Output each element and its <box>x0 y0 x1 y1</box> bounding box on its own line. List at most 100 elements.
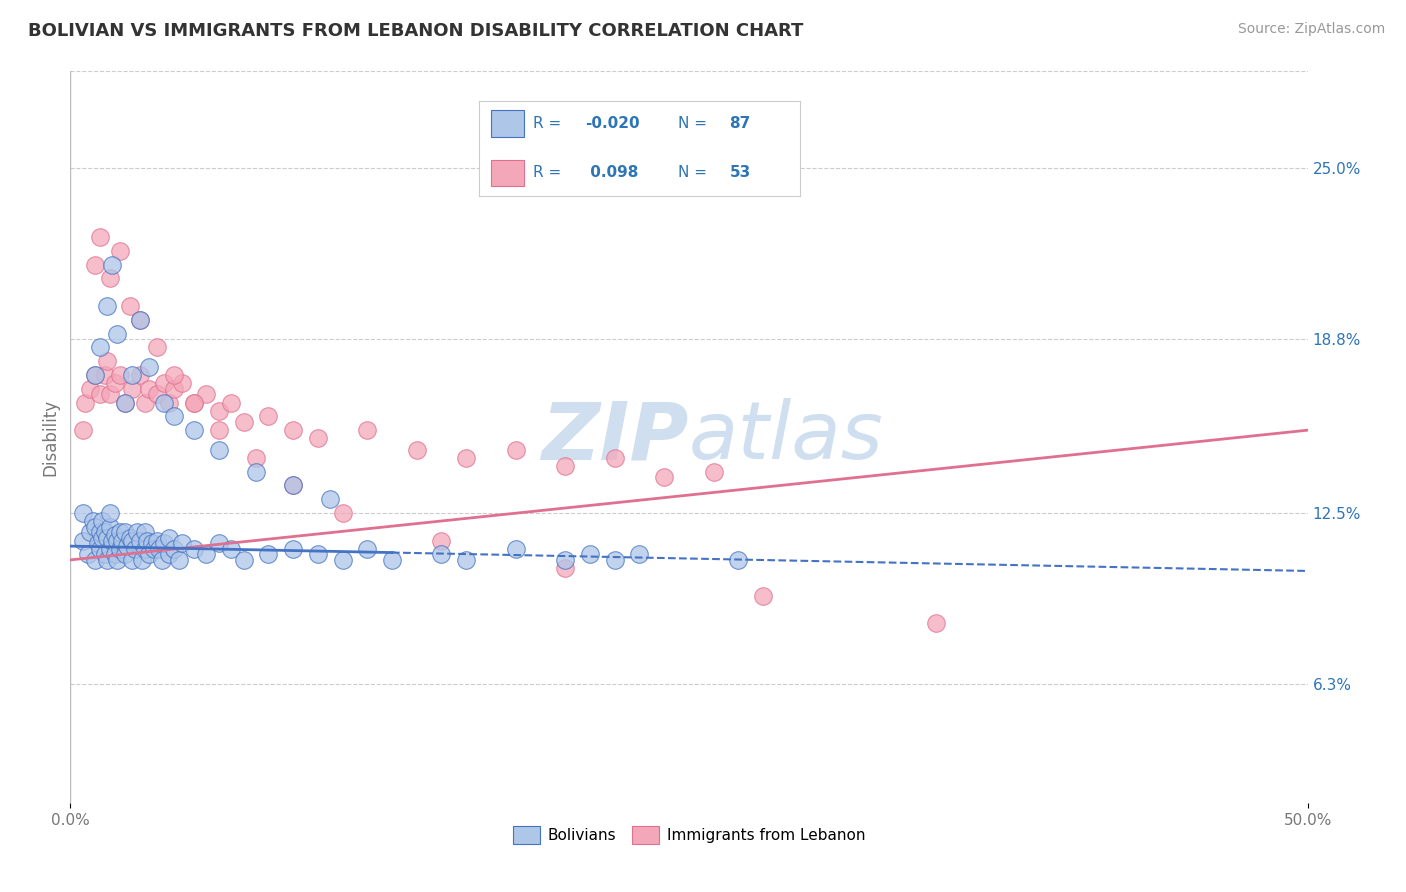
Point <box>96 299 118 313</box>
Point <box>505 442 527 457</box>
Point <box>98 271 121 285</box>
Point <box>153 536 176 550</box>
Point <box>170 536 193 550</box>
Point <box>104 548 127 562</box>
Point <box>183 395 205 409</box>
Point <box>281 478 304 492</box>
Point <box>84 258 107 272</box>
Point <box>108 244 131 258</box>
Point <box>94 525 117 540</box>
Point <box>98 541 121 556</box>
Point <box>163 409 186 424</box>
Point <box>456 553 478 567</box>
Point <box>219 541 242 556</box>
Point <box>381 553 404 567</box>
Point <box>121 553 143 567</box>
Point <box>208 536 231 550</box>
Point <box>603 553 626 567</box>
Point <box>91 531 114 545</box>
Point <box>150 553 173 567</box>
Point <box>554 553 576 567</box>
Point <box>114 395 136 409</box>
Point <box>86 536 108 550</box>
Point <box>405 442 427 457</box>
Point <box>703 465 725 479</box>
Point <box>134 541 156 556</box>
Point <box>281 423 304 437</box>
Point <box>89 541 111 556</box>
Point <box>127 525 149 540</box>
Point <box>108 525 131 540</box>
Point <box>148 541 170 556</box>
Point <box>208 442 231 457</box>
Point <box>208 404 231 418</box>
Point <box>76 548 98 562</box>
Point <box>232 553 254 567</box>
Point <box>141 536 163 550</box>
Point <box>163 368 186 382</box>
Point <box>257 548 280 562</box>
Point <box>75 395 97 409</box>
Point <box>79 525 101 540</box>
Point <box>579 548 602 562</box>
Point <box>111 533 134 548</box>
Text: atlas: atlas <box>689 398 884 476</box>
Point <box>84 368 107 382</box>
Point <box>752 589 775 603</box>
Point <box>153 395 176 409</box>
Point <box>208 423 231 437</box>
Point <box>219 395 242 409</box>
Point <box>628 548 651 562</box>
Point <box>163 382 186 396</box>
Point <box>319 492 342 507</box>
Point <box>138 382 160 396</box>
Point <box>170 376 193 391</box>
Point <box>84 553 107 567</box>
Point <box>138 359 160 374</box>
Point <box>101 258 124 272</box>
Point <box>157 395 180 409</box>
Point <box>307 548 329 562</box>
Point <box>356 423 378 437</box>
Point <box>114 525 136 540</box>
Point <box>105 553 128 567</box>
Point <box>94 368 117 382</box>
Point <box>89 340 111 354</box>
Point <box>430 533 453 548</box>
Point <box>146 533 169 548</box>
Point <box>925 616 948 631</box>
Legend: Bolivians, Immigrants from Lebanon: Bolivians, Immigrants from Lebanon <box>506 820 872 850</box>
Point <box>96 354 118 368</box>
Point <box>118 299 141 313</box>
Point <box>98 387 121 401</box>
Text: ZIP: ZIP <box>541 398 689 476</box>
Point <box>430 548 453 562</box>
Text: BOLIVIAN VS IMMIGRANTS FROM LEBANON DISABILITY CORRELATION CHART: BOLIVIAN VS IMMIGRANTS FROM LEBANON DISA… <box>28 22 803 40</box>
Point <box>89 230 111 244</box>
Y-axis label: Disability: Disability <box>41 399 59 475</box>
Point <box>356 541 378 556</box>
Point <box>94 548 117 562</box>
Point <box>79 382 101 396</box>
Point <box>456 450 478 465</box>
Point <box>84 368 107 382</box>
Point <box>115 539 138 553</box>
Point <box>146 340 169 354</box>
Point <box>136 533 159 548</box>
Point <box>183 395 205 409</box>
Point <box>143 541 166 556</box>
Point <box>167 553 190 567</box>
Point <box>84 520 107 534</box>
Point <box>89 387 111 401</box>
Point <box>554 458 576 473</box>
Point <box>105 326 128 341</box>
Point <box>82 514 104 528</box>
Point <box>157 548 180 562</box>
Point <box>104 528 127 542</box>
Point <box>281 541 304 556</box>
Point <box>108 541 131 556</box>
Point <box>163 541 186 556</box>
Point <box>307 432 329 446</box>
Point <box>232 415 254 429</box>
Point <box>603 450 626 465</box>
